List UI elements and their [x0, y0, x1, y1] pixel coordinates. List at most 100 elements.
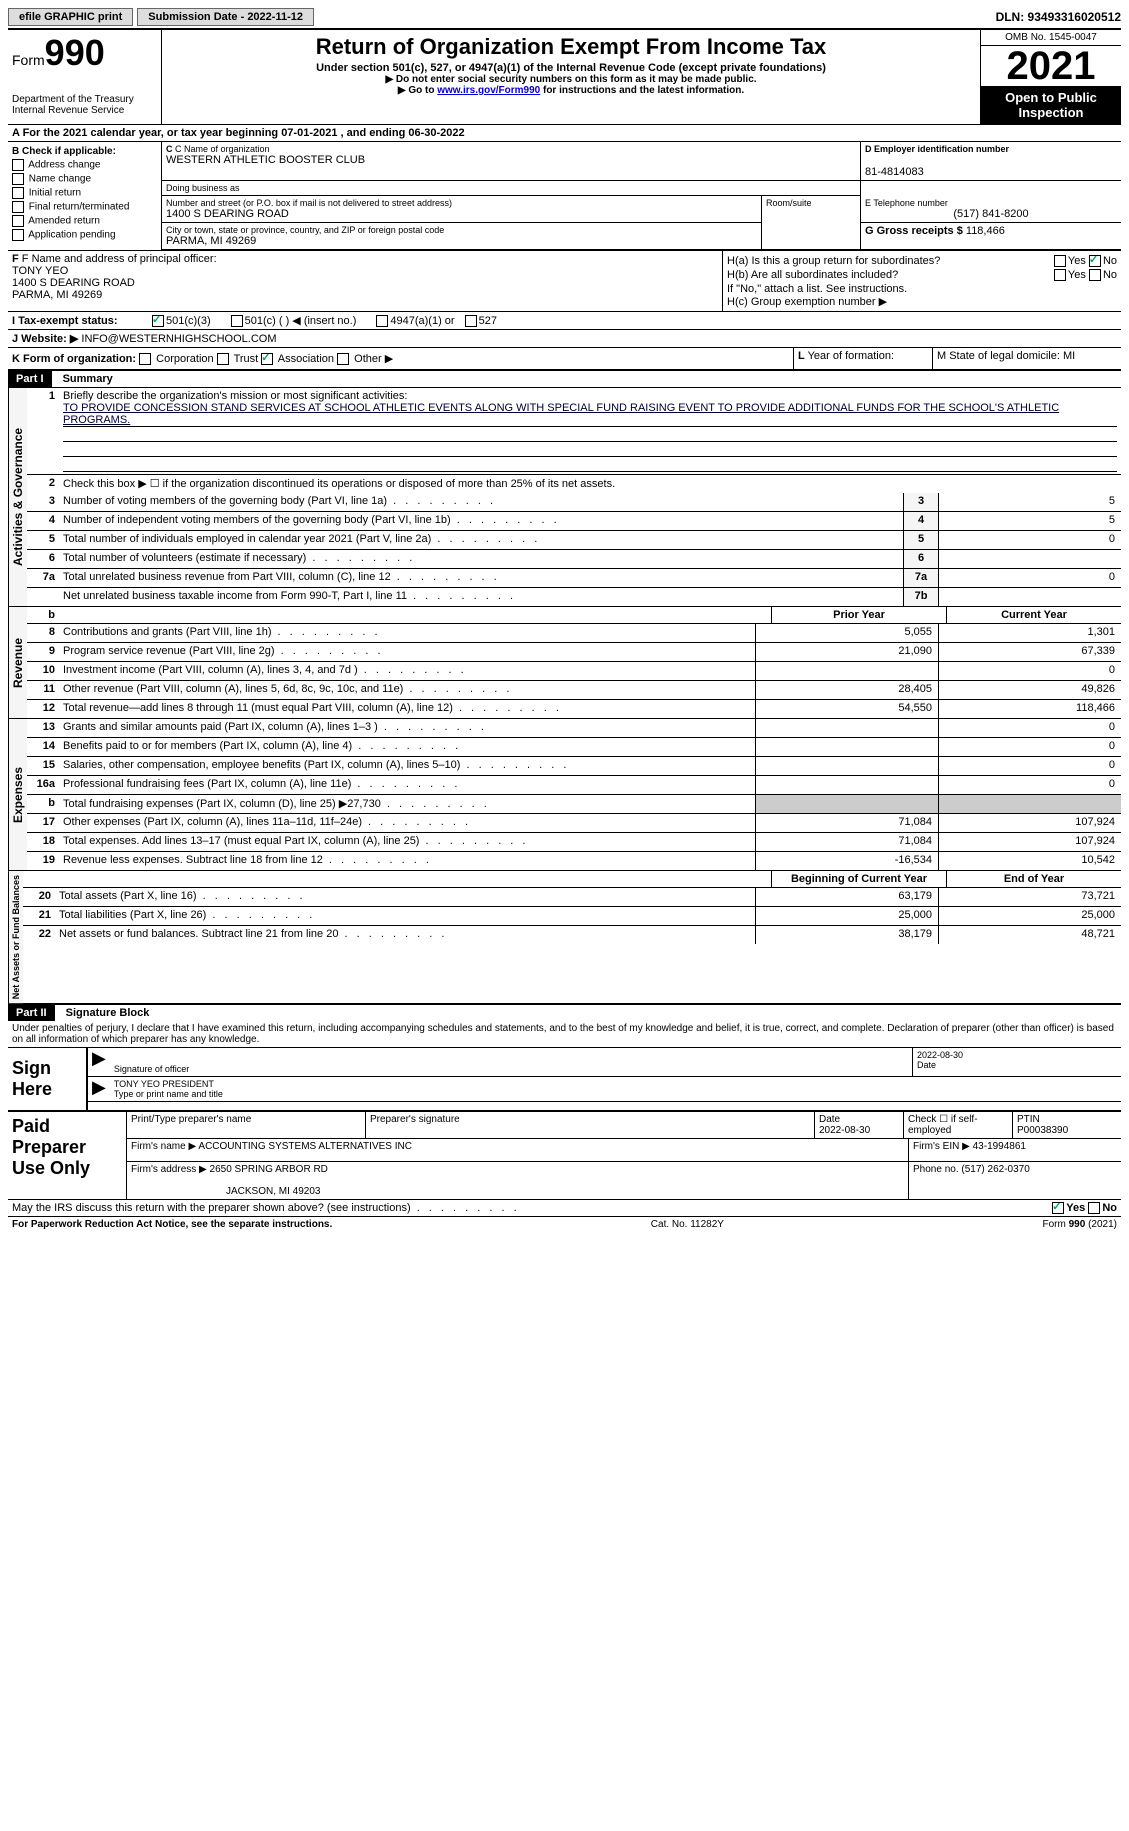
irs-yes-checkbox[interactable] [1052, 1202, 1064, 1214]
irs-no-checkbox[interactable] [1088, 1202, 1100, 1214]
officer-addr2: PARMA, MI 49269 [12, 289, 718, 301]
begin-year-header: Beginning of Current Year [771, 871, 946, 887]
paid-preparer-section: Paid Preparer Use Only Print/Type prepar… [8, 1110, 1121, 1199]
row-k: K Form of organization: Corporation Trus… [8, 347, 1121, 369]
officer-addr1: 1400 S DEARING ROAD [12, 277, 718, 289]
header-center: Return of Organization Exempt From Incom… [162, 30, 980, 124]
hb-label: H(b) Are all subordinates included? [727, 269, 898, 281]
dept-text: Department of the Treasury [12, 94, 157, 105]
colb-checkbox[interactable] [12, 187, 24, 199]
527-checkbox[interactable] [465, 315, 477, 327]
end-year-header: End of Year [946, 871, 1121, 887]
form-prefix: Form [12, 52, 45, 68]
colb-checkbox[interactable] [12, 229, 24, 241]
column-d: D Employer identification number 81-4814… [860, 142, 1121, 196]
mission-text: TO PROVIDE CONCESSION STAND SERVICES AT … [63, 402, 1117, 427]
hb-yes-checkbox[interactable] [1054, 269, 1066, 281]
firm-name: ACCOUNTING SYSTEMS ALTERNATIVES INC [198, 1141, 412, 1152]
note-link: ▶ Go to www.irs.gov/Form990 for instruct… [168, 85, 974, 96]
sig-date: 2022-08-30 [917, 1050, 1117, 1060]
tax-year: 2021 [981, 46, 1121, 86]
line2-text: Check this box ▶ ☐ if the organization d… [59, 475, 1121, 493]
room-label: Room/suite [766, 198, 856, 208]
firm-phone: (517) 262-0370 [961, 1164, 1029, 1175]
gross-receipts: 118,466 [966, 225, 1005, 237]
row-j: J Website: ▶ INFO@WESTERNHIGHSCHOOL.COM [8, 329, 1121, 347]
firm-addr1: 2650 SPRING ARBOR RD [210, 1164, 328, 1175]
arrow-icon: ▶ [88, 1077, 110, 1101]
city-label: City or town, state or province, country… [166, 225, 757, 235]
section-h: H(a) Is this a group return for subordin… [723, 251, 1121, 311]
ptin: P00038390 [1017, 1125, 1068, 1136]
paid-label: Paid Preparer Use Only [8, 1112, 126, 1199]
perjury-text: Under penalties of perjury, I declare th… [8, 1021, 1121, 1047]
efile-button[interactable]: efile GRAPHIC print [8, 8, 133, 26]
officer-name: TONY YEO [12, 265, 718, 277]
row-i: I Tax-exempt status: 501(c)(3) 501(c) ( … [8, 311, 1121, 329]
corp-checkbox[interactable] [139, 353, 151, 365]
ha-label: H(a) Is this a group return for subordin… [727, 255, 940, 267]
other-checkbox[interactable] [337, 353, 349, 365]
side-exp: Expenses [8, 719, 27, 870]
ha-yes-checkbox[interactable] [1054, 255, 1066, 267]
colb-checkbox[interactable] [12, 173, 24, 185]
section-a: A For the 2021 calendar year, or tax yea… [8, 124, 1121, 141]
officer-printed: TONY YEO PRESIDENT [114, 1079, 1117, 1089]
dln-text: DLN: 93493316020512 [996, 10, 1121, 24]
footer: For Paperwork Reduction Act Notice, see … [8, 1216, 1121, 1232]
submission-button[interactable]: Submission Date - 2022-11-12 [137, 8, 314, 26]
hb-no-checkbox[interactable] [1089, 269, 1101, 281]
colb-checkbox[interactable] [12, 201, 24, 213]
may-irs-row: May the IRS discuss this return with the… [8, 1199, 1121, 1216]
form-subtitle: Under section 501(c), 527, or 4947(a)(1)… [168, 62, 974, 74]
header-right: OMB No. 1545-0047 2021 Open to Public In… [980, 30, 1121, 124]
l-year: L Year of formation: [793, 348, 932, 369]
firm-ein: 43-1994861 [973, 1141, 1026, 1152]
irs-text: Internal Revenue Service [12, 105, 157, 116]
sign-here-label: Sign Here [8, 1048, 86, 1110]
addr-label: Number and street (or P.O. box if mail i… [166, 198, 757, 208]
footer-left: For Paperwork Reduction Act Notice, see … [12, 1219, 332, 1230]
col-b-label: B Check if applicable: [12, 146, 116, 157]
website: INFO@WESTERNHIGHSCHOOL.COM [81, 333, 276, 345]
open-inspection: Open to Public Inspection [981, 86, 1121, 124]
side-rev: Revenue [8, 607, 27, 718]
name-label: C C Name of organization [166, 144, 856, 154]
prior-year-header: Prior Year [771, 607, 946, 623]
4947-checkbox[interactable] [376, 315, 388, 327]
section-f-h: F F Name and address of principal office… [8, 250, 1121, 311]
assoc-checkbox[interactable] [261, 353, 273, 365]
firm-addr2: JACKSON, MI 49203 [226, 1186, 320, 1197]
phone-label: E Telephone number [865, 198, 1117, 208]
column-c: C C Name of organization WESTERN ATHLETI… [162, 142, 1121, 250]
hc-label: H(c) Group exemption number ▶ [727, 295, 1117, 308]
activities-governance: Activities & Governance 1 Briefly descri… [8, 387, 1121, 606]
current-year-header: Current Year [946, 607, 1121, 623]
footer-center: Cat. No. 11282Y [651, 1219, 724, 1230]
irs-link[interactable]: www.irs.gov/Form990 [437, 85, 540, 96]
501c-checkbox[interactable] [231, 315, 243, 327]
footer-right: Form 990 (2021) [1043, 1219, 1117, 1230]
part1-header: Part I Summary [8, 369, 1121, 387]
city-state-zip: PARMA, MI 49269 [166, 235, 757, 247]
info-grid: B Check if applicable: Address change Na… [8, 141, 1121, 250]
prep-date: 2022-08-30 [819, 1125, 870, 1136]
ha-no-checkbox[interactable] [1089, 255, 1101, 267]
colb-checkbox[interactable] [12, 159, 24, 171]
arrow-icon: ▶ [88, 1048, 110, 1076]
hb-note: If "No," attach a list. See instructions… [727, 283, 1117, 295]
street-address: 1400 S DEARING ROAD [166, 208, 757, 220]
header-left: Form990 Department of the Treasury Inter… [8, 30, 162, 124]
trust-checkbox[interactable] [217, 353, 229, 365]
side-ag: Activities & Governance [8, 388, 27, 606]
gross-label: G Gross receipts $ [865, 225, 963, 237]
column-b: B Check if applicable: Address change Na… [8, 142, 162, 250]
dba-label: Doing business as [166, 183, 856, 193]
side-net: Net Assets or Fund Balances [8, 871, 23, 1003]
501c3-checkbox[interactable] [152, 315, 164, 327]
form-number: 990 [45, 32, 105, 73]
sign-here-section: Sign Here ▶ Signature of officer 2022-08… [8, 1047, 1121, 1110]
note-ssn: ▶ Do not enter social security numbers o… [168, 74, 974, 85]
colb-checkbox[interactable] [12, 215, 24, 227]
top-bar: efile GRAPHIC print Submission Date - 20… [8, 8, 1121, 26]
